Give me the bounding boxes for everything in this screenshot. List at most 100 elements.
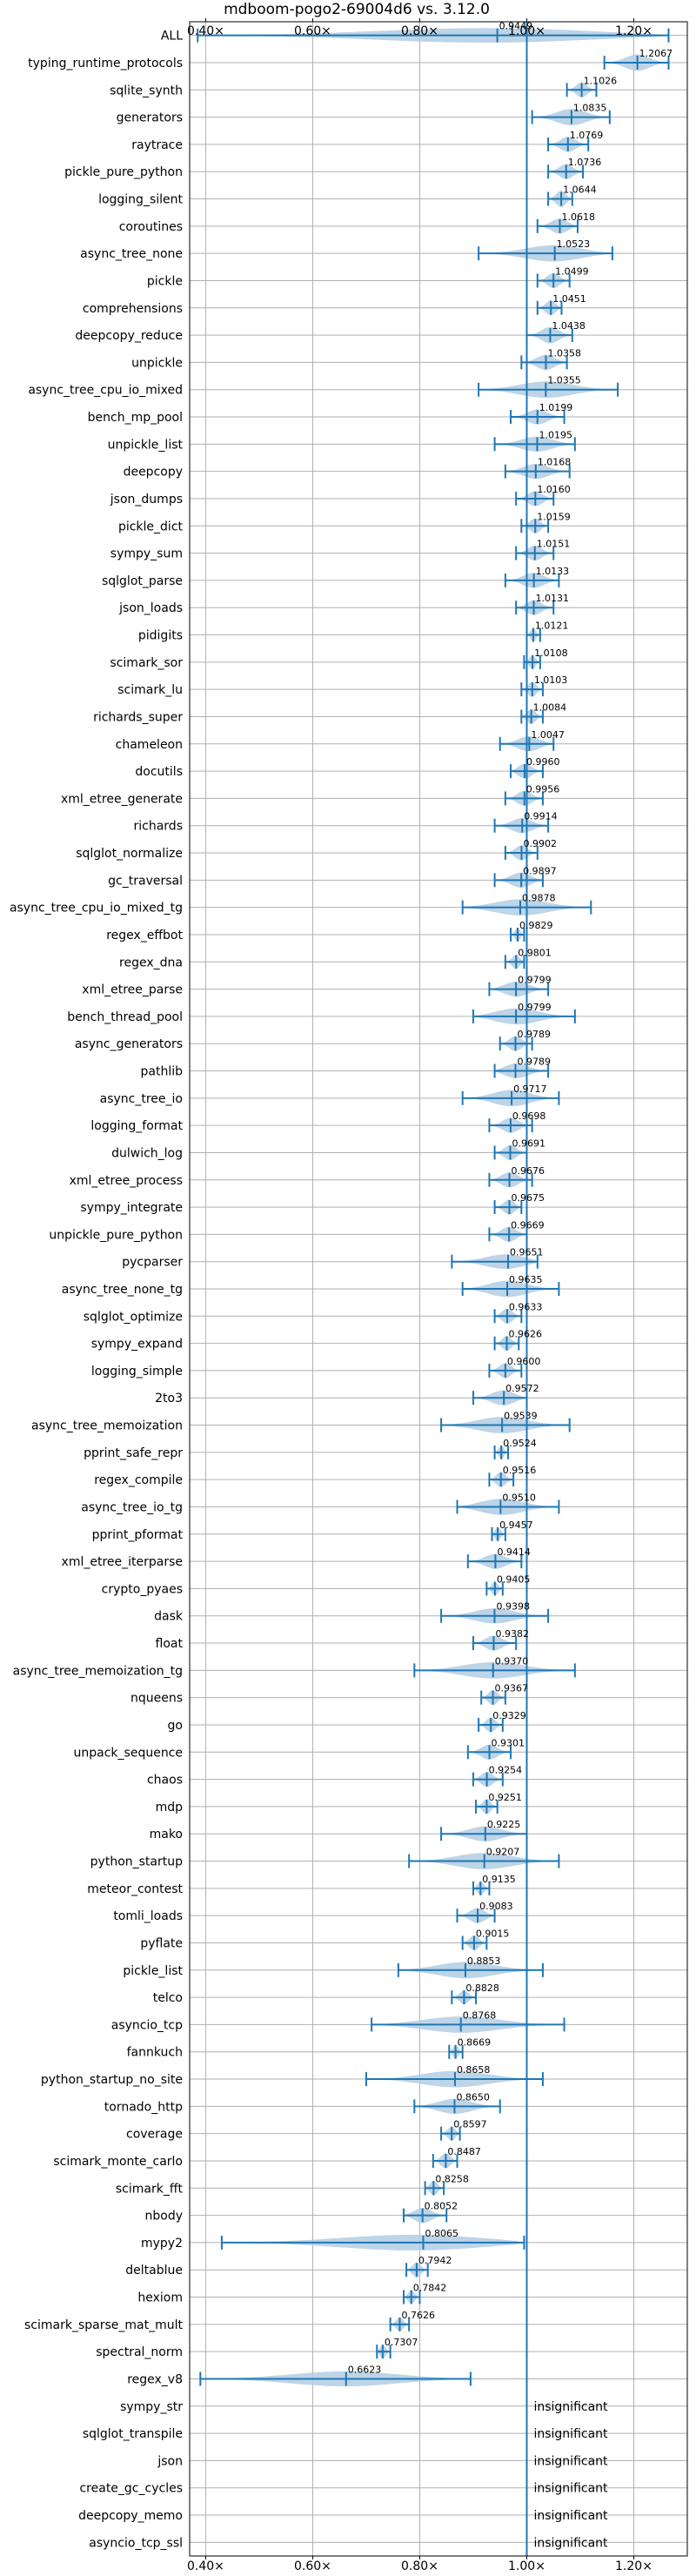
category-label: unpickle (131, 356, 183, 370)
category-label: unpickle_list (108, 438, 184, 452)
category-label: sqlite_synth (110, 84, 183, 97)
category-label: python_startup (90, 1855, 183, 1869)
category-label: chaos (147, 1774, 183, 1788)
data-label: 0.9539 (504, 1411, 538, 1422)
category-label: nbody (145, 2210, 184, 2224)
data-label: 1.0736 (568, 157, 602, 168)
category-label: nqueens (130, 1692, 183, 1706)
category-label: scimark_monte_carlo (53, 2155, 183, 2169)
category-label: generators (117, 111, 183, 125)
data-label: 1.0199 (539, 402, 573, 413)
category-label: dask (154, 1610, 184, 1624)
category-label: coroutines (119, 220, 183, 234)
plot-frame (189, 21, 688, 2557)
category-label: logging_format (90, 1119, 183, 1133)
x-tick-label-top: 1.20× (615, 24, 652, 38)
data-label: 0.9651 (510, 1247, 544, 1258)
data-label: 0.9083 (479, 1901, 513, 1912)
data-label: 1.0160 (537, 484, 571, 495)
category-label: async_tree_none_tg (62, 1283, 183, 1297)
data-label: 0.9370 (495, 1655, 529, 1667)
data-label: 0.9633 (509, 1301, 543, 1312)
data-label: 0.9382 (495, 1628, 529, 1640)
category-label: hexiom (137, 2291, 183, 2305)
data-label: 0.8487 (447, 2146, 481, 2157)
data-label: 0.7842 (413, 2283, 446, 2294)
data-label: 1.0159 (537, 511, 571, 522)
data-label: 0.8853 (467, 1955, 501, 1967)
data-label: 0.7942 (418, 2255, 452, 2266)
data-label: 0.9524 (503, 1438, 537, 1449)
category-label: pickle_dict (118, 520, 184, 533)
data-label: 0.9207 (486, 1847, 520, 1858)
data-label: 0.9572 (505, 1383, 539, 1394)
data-label: 0.9135 (482, 1874, 516, 1885)
data-label: 0.8768 (463, 2009, 497, 2021)
category-label: json_loads (118, 601, 183, 615)
x-tick-label-bottom: 0.40× (187, 2559, 224, 2573)
data-label: 0.9405 (497, 1573, 531, 1585)
category-label: xml_etree_parse (82, 983, 183, 997)
category-label: richards_super (93, 710, 183, 724)
category-label: async_tree_memoization (31, 1419, 183, 1433)
category-label: crypto_pyaes (102, 1582, 183, 1596)
category-label: fannkuch (127, 2046, 183, 2060)
data-label: 0.9956 (526, 783, 560, 795)
category-label: asyncio_tcp (111, 2018, 183, 2032)
category-label: mdp (156, 1801, 184, 1815)
data-label: 0.9600 (507, 1356, 541, 1367)
category-label: xml_etree_process (70, 1174, 183, 1188)
category-label: sympy_sum (110, 547, 183, 561)
data-label: 1.0084 (533, 701, 567, 713)
category-labels: ALL 0.9449 typing_runtime_protocols 1.2067 s… (10, 21, 673, 2551)
x-tick-label-bottom: 0.80× (401, 2559, 438, 2573)
category-label: async_tree_io_tg (81, 1500, 183, 1514)
category-label: float (156, 1637, 184, 1651)
category-label: regex_v8 (127, 2372, 183, 2386)
data-label: 0.9897 (523, 865, 557, 876)
data-label: 0.9329 (492, 1710, 526, 1721)
data-label: 1.0644 (563, 184, 597, 196)
data-label: 0.9449 (499, 21, 533, 32)
data-label: 0.9799 (518, 975, 552, 986)
category-label: mypy2 (141, 2237, 183, 2251)
data-label: 0.6623 (348, 2364, 382, 2375)
insignificant-label: insignificant (533, 2400, 608, 2414)
category-label: 2to3 (155, 1392, 183, 1405)
data-label: 0.7626 (401, 2310, 435, 2321)
category-label: sqlglot_parse (102, 574, 183, 588)
data-label: 1.1026 (584, 75, 618, 86)
insignificant-label: insignificant (533, 2454, 608, 2468)
data-label: 1.0047 (531, 729, 565, 741)
data-label: 0.8258 (435, 2173, 469, 2184)
category-label: scimark_sparse_mat_mult (24, 2318, 183, 2332)
category-label: sqlglot_normalize (76, 847, 183, 861)
data-label: 0.8828 (465, 1982, 499, 1994)
category-label: sqlglot_transpile (83, 2427, 183, 2441)
insignificant-label: insignificant (533, 2482, 608, 2496)
data-label: 1.0499 (555, 265, 589, 277)
data-label: 0.9801 (518, 947, 552, 958)
data-label: 0.9457 (499, 1519, 533, 1531)
category-label: xml_etree_generate (61, 792, 183, 806)
data-label: 1.0133 (536, 566, 570, 577)
data-label: 0.9398 (496, 1601, 530, 1613)
category-label: unpickle_pure_python (49, 1228, 183, 1242)
category-label: richards (134, 820, 184, 834)
data-label: 0.9251 (488, 1792, 522, 1803)
data-label: 1.0195 (539, 429, 572, 440)
data-label: 0.9669 (511, 1219, 545, 1231)
category-label: coverage (126, 2128, 183, 2142)
data-label: 1.0121 (535, 621, 569, 632)
data-label: 0.9960 (526, 756, 560, 768)
category-label: asyncio_tcp_ssl (89, 2536, 183, 2550)
category-label: json (157, 2454, 183, 2468)
data-label: 0.8065 (425, 2228, 458, 2239)
category-label: xml_etree_iterparse (62, 1555, 183, 1569)
category-label: pathlib (141, 1065, 184, 1079)
category-label: deepcopy_reduce (75, 329, 183, 343)
category-label: pickle_list (123, 1964, 183, 1978)
data-label: 1.0769 (570, 130, 604, 141)
category-label: ALL (161, 30, 183, 44)
data-label: 0.8650 (456, 2091, 490, 2103)
